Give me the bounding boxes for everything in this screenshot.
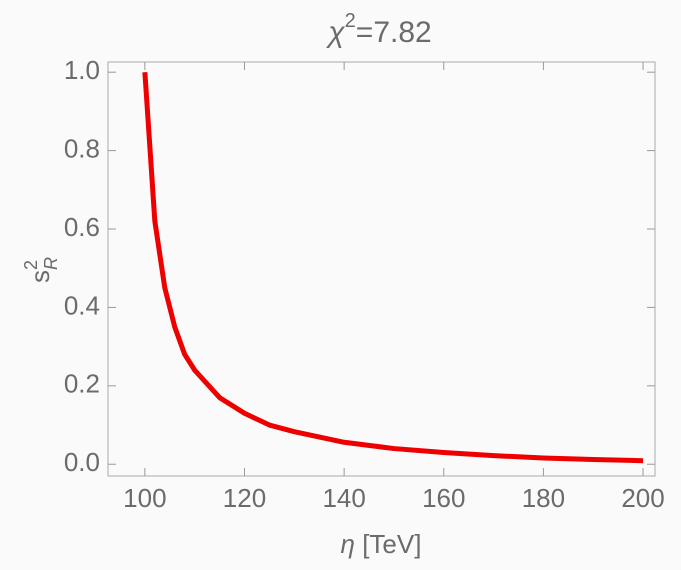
x-tick-label: 100 <box>123 483 166 513</box>
y-tick-label: 0.0 <box>64 447 100 477</box>
y-label-sub: R <box>41 257 61 270</box>
y-tick-label: 1.0 <box>64 55 100 85</box>
title-base: χ <box>325 16 345 49</box>
x-label-unit: [TeV] <box>362 529 421 559</box>
chart-title: χ2=7.82 <box>325 10 431 49</box>
y-label-base: s <box>25 270 55 283</box>
x-axis-label: η [TeV] <box>341 529 422 559</box>
x-label-symbol: η <box>341 529 355 559</box>
x-tick-label: 160 <box>422 483 465 513</box>
title-rest: =7.82 <box>356 16 432 49</box>
y-tick-label: 0.4 <box>64 290 100 320</box>
plot-frame <box>107 61 656 477</box>
x-tick-label: 140 <box>322 483 365 513</box>
x-tick-label: 200 <box>621 483 664 513</box>
y-tick-label: 0.2 <box>64 369 100 399</box>
x-tick-label: 120 <box>223 483 266 513</box>
y-tick-label: 0.6 <box>64 212 100 242</box>
x-tick-label: 180 <box>522 483 565 513</box>
y-axis-label: s2R <box>21 257 61 283</box>
y-label-sup: 2 <box>21 260 41 270</box>
y-tick-label: 0.8 <box>64 133 100 163</box>
title-sup: 2 <box>345 10 356 32</box>
data-line <box>142 72 644 464</box>
